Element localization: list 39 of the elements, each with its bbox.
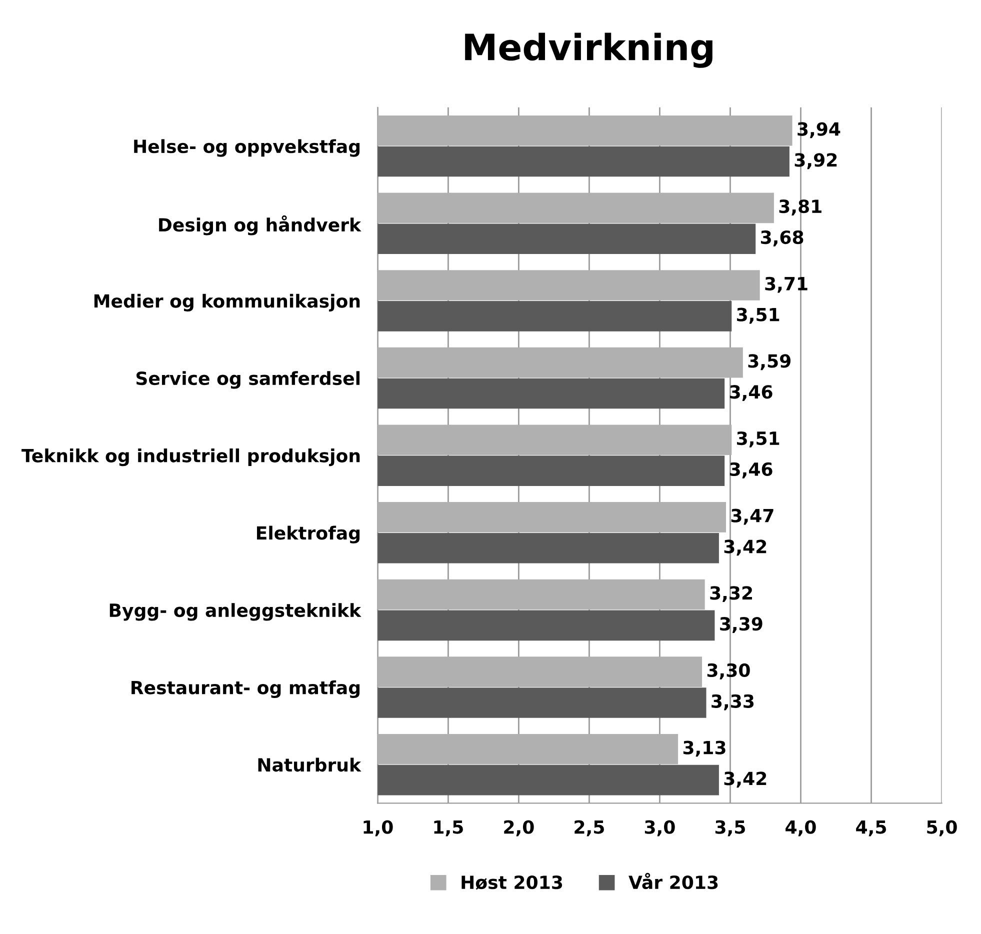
- x-tick-label: 4,5: [856, 820, 886, 836]
- y-tick-label: Service og samferdsel: [136, 371, 360, 389]
- data-label: 3,92: [794, 153, 837, 170]
- data-label: 3,46: [730, 385, 772, 402]
- legend-label: Høst 2013: [462, 875, 562, 890]
- legend-label: Vår 2013: [628, 872, 718, 890]
- data-label: 3,59: [748, 354, 790, 370]
- x-tick-label: 4,0: [786, 820, 816, 836]
- data-label: 3,71: [765, 276, 808, 293]
- y-tick-label: Restaurant- og matfag: [132, 680, 360, 698]
- y-tick-label: Teknikk og industriell produksjon: [22, 448, 360, 466]
- data-label: 3,81: [779, 200, 822, 216]
- data-label: 3,68: [760, 230, 804, 246]
- data-label: 3,13: [683, 740, 726, 757]
- data-label: 3,33: [712, 694, 754, 710]
- data-label: 3,94: [798, 122, 840, 138]
- data-label: 3,30: [707, 663, 750, 680]
- data-label: 3,51: [737, 431, 780, 448]
- data-label: 3,42: [724, 772, 766, 788]
- x-tick-label: 1,5: [434, 820, 463, 836]
- y-tick-label: Design og håndverk: [159, 215, 362, 236]
- chart-title: Medvirkning: [465, 32, 712, 68]
- data-label: 3,51: [737, 308, 780, 324]
- y-tick-label: Helse- og oppvekstfag: [134, 139, 360, 157]
- data-label: 3,46: [730, 462, 772, 478]
- data-label: 3,47: [731, 508, 774, 525]
- x-tick-label: 3,0: [644, 820, 675, 836]
- data-label: 3,32: [710, 586, 752, 602]
- data-label: 3,39: [720, 617, 762, 633]
- y-tick-label: Bygg- og anleggsteknikk: [110, 603, 362, 621]
- x-tick-label: 5,0: [927, 820, 957, 836]
- y-tick-label: Elektrofag: [257, 526, 360, 544]
- y-tick-label: Medier og kommunikasjon: [94, 294, 360, 312]
- data-label: 3,42: [724, 540, 766, 556]
- x-tick-label: 2,0: [504, 820, 534, 836]
- x-tick-label: 3,5: [715, 820, 745, 836]
- x-tick-label: 1,0: [364, 820, 393, 836]
- x-tick-label: 2,5: [574, 820, 604, 836]
- y-tick-label: Naturbruk: [258, 758, 362, 772]
